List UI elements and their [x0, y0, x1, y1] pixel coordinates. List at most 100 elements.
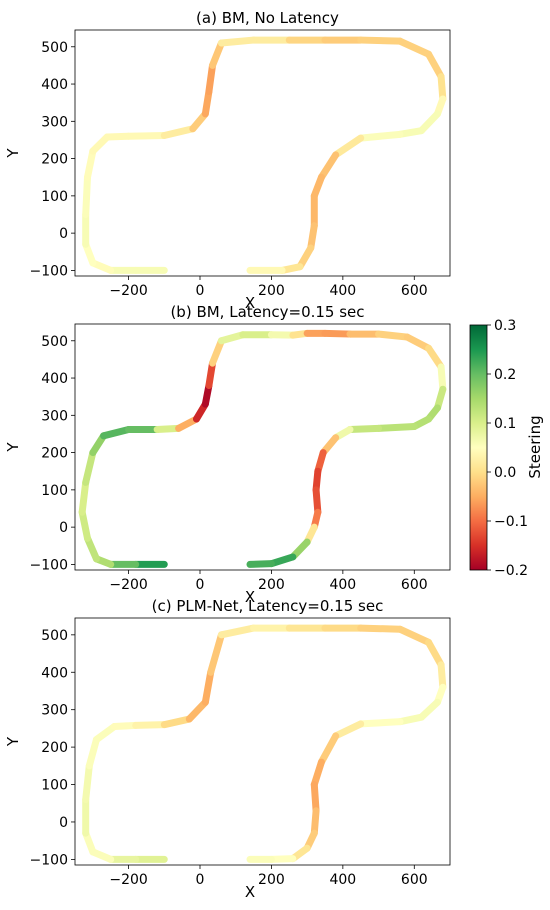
trajectory-segment [396, 37, 433, 58]
panel-c-plm-net: (c) PLM-Net, Latency=0.15 sec −200 0 200 400… [4, 597, 451, 901]
trajectory-segment [205, 359, 216, 389]
y-tick-label: 0 [59, 815, 68, 831]
trajectory-segment [84, 534, 100, 563]
trajectory-segment [82, 173, 91, 218]
panel-title: (c) PLM-Net, Latency=0.15 sec [152, 597, 384, 615]
y-tick-label: 0 [59, 520, 68, 536]
trajectory-segment [160, 125, 197, 139]
trajectory-segment [425, 638, 445, 669]
trajectory-segment [332, 720, 365, 740]
trajectory-segment [207, 631, 225, 676]
y-tick-label: 200 [41, 446, 68, 462]
trajectory-segment [417, 110, 441, 135]
colorbar-tick-label: 0.1 [494, 416, 516, 432]
trajectory-segment [84, 147, 97, 181]
trajectory-segment [425, 50, 445, 81]
trajectory-segment [217, 624, 258, 639]
trajectory [78, 329, 447, 568]
trajectory [82, 36, 447, 274]
trajectory-segment [307, 222, 318, 252]
trajectory-segment [417, 698, 441, 721]
y-tick-label: 300 [41, 408, 68, 424]
trajectory-segment [296, 244, 315, 271]
trajectory-segment [217, 331, 247, 345]
trajectory-segment [317, 732, 340, 766]
x-axis-label: X [245, 883, 255, 901]
y-tick-label: −100 [30, 557, 68, 573]
y-tick-label: 200 [41, 740, 68, 756]
trajectory-segment [85, 736, 100, 770]
x-tick-label: 200 [258, 872, 285, 888]
x-tick-label: 200 [258, 577, 285, 593]
colorbar-tick-label: −0.2 [494, 563, 528, 579]
trajectory-segment [153, 424, 183, 433]
y-tick-label: −100 [30, 852, 68, 868]
colorbar: 0.3 0.2 0.1 0.0 −0.1 −0.2 Steering [469, 318, 544, 579]
trajectory-segment [132, 721, 168, 729]
y-tick-label: 400 [41, 665, 68, 681]
trajectory-segment [267, 553, 297, 568]
trajectory-segment [160, 715, 193, 729]
plot-frame [74, 29, 451, 277]
colorbar-tick-label: −0.1 [494, 514, 528, 530]
x-tick-label: 600 [401, 577, 428, 593]
panel-b-latency: (b) BM, Latency=0.15 sec −200 0 200 400 600 −1… [4, 303, 451, 606]
plot-frame [74, 323, 451, 571]
trajectory-segment [346, 424, 383, 433]
y-tick-label: 100 [41, 778, 68, 794]
y-tick-label: 300 [41, 114, 68, 130]
trajectory-segment [205, 61, 216, 95]
x-tick-label: 0 [196, 577, 205, 593]
y-tick-label: 0 [59, 226, 68, 242]
y-tick-label: 100 [41, 189, 68, 205]
trajectory-segment [425, 344, 445, 371]
trajectory-segment [201, 88, 213, 118]
x-axis-label: X [245, 588, 255, 606]
trajectory-segment [396, 625, 433, 646]
y-tick-label: 100 [41, 483, 68, 499]
trajectory-segment [246, 560, 275, 568]
x-tick-label: 400 [329, 577, 356, 593]
panel-title: (b) BM, Latency=0.15 sec [170, 303, 364, 321]
x-tick-label: 400 [329, 283, 356, 299]
trajectory-segment [209, 337, 225, 367]
trajectory-segment [317, 151, 340, 181]
colorbar-tick-label: 0.3 [494, 318, 516, 334]
trajectory-segment [78, 478, 90, 516]
colorbar-tick-label: 0.2 [494, 367, 516, 383]
plot-frame [74, 617, 451, 866]
y-tick-label: −100 [30, 263, 68, 279]
trajectory-segment [310, 781, 320, 815]
y-tick-label: 400 [41, 371, 68, 387]
trajectory-segment [332, 134, 365, 159]
x-tick-label: −200 [109, 577, 147, 593]
trajectory-segment [321, 329, 354, 338]
trajectory-segment [310, 807, 320, 837]
trajectory [82, 624, 447, 863]
colorbar-label: Steering [526, 415, 544, 478]
x-tick-label: 0 [196, 283, 205, 299]
x-tick-label: −200 [109, 283, 147, 299]
y-tick-label: 500 [41, 628, 68, 644]
trajectory-segment [375, 330, 411, 341]
trajectory-segment [267, 855, 297, 863]
trajectory-segment [217, 36, 258, 47]
trajectory-segment [437, 661, 447, 691]
x-tick-label: −200 [109, 872, 147, 888]
y-axis-label: Y [4, 736, 22, 747]
trajectory-segment [357, 130, 404, 142]
trajectory-segment [201, 668, 215, 706]
trajectory-segment [403, 333, 433, 352]
trajectory-segment [78, 508, 91, 542]
panel-a-no-latency: (a) BM, No Latency −200 0 200 400 600 −100 0 100… [4, 9, 451, 312]
trajectory-segment [103, 132, 133, 141]
x-tick-label: 200 [258, 283, 285, 299]
trajectory-segment [357, 36, 404, 45]
x-tick-label: 400 [329, 872, 356, 888]
x-tick-label: 600 [401, 872, 428, 888]
x-axis-label: X [245, 294, 255, 312]
trajectory-segment [310, 758, 325, 789]
trajectory-segment [125, 131, 168, 140]
colorbar-tick-label: 0.0 [494, 465, 516, 481]
